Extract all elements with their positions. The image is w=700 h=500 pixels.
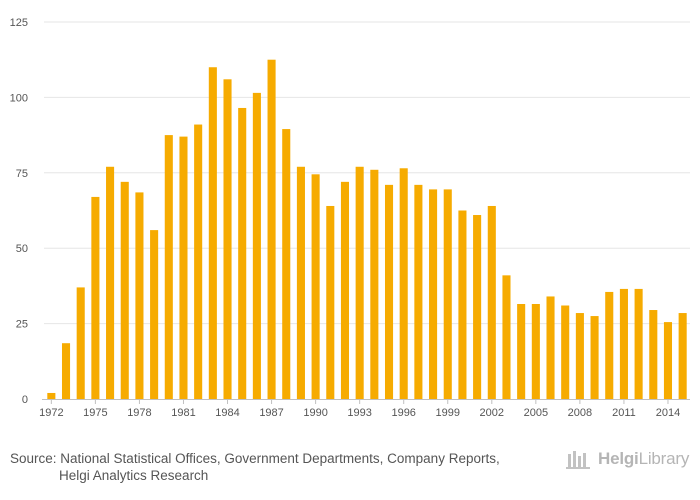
library-icon — [566, 451, 590, 469]
bar-2001 — [473, 215, 482, 399]
bar-2004 — [517, 303, 526, 399]
bar-1995 — [384, 184, 394, 399]
bar-2012 — [634, 288, 643, 399]
source-line-1: Source: National Statistical Offices, Go… — [10, 451, 500, 466]
bar-2011 — [619, 288, 628, 399]
bar-1981 — [179, 136, 188, 399]
bar-2008 — [575, 313, 584, 399]
x-tick-label-1978: 1978 — [127, 407, 151, 419]
y-tick-label-50: 50 — [16, 243, 28, 255]
x-tick-label-2011: 2011 — [612, 407, 636, 419]
x-tick-label-1987: 1987 — [259, 407, 283, 419]
bar-1994 — [370, 169, 379, 399]
x-tick-label-2014: 2014 — [656, 407, 680, 419]
bar-1976 — [106, 166, 115, 399]
bar-1974 — [76, 287, 85, 399]
helgi-library-logo: HelgiLibrary — [566, 446, 696, 472]
bar-1988 — [282, 129, 291, 399]
bar-2003 — [502, 275, 511, 399]
bar-1997 — [414, 184, 423, 399]
logo-text-bold: Helgi — [598, 449, 639, 468]
bar-1980 — [164, 135, 173, 399]
y-tick-label-100: 100 — [10, 92, 28, 104]
x-tick-label-1990: 1990 — [303, 407, 327, 419]
bar-2002 — [487, 205, 496, 399]
source-note: Source: National Statistical Offices, Go… — [10, 450, 550, 484]
bar-2009 — [590, 316, 599, 399]
y-tick-label-0: 0 — [22, 394, 28, 406]
bar-1982 — [194, 124, 203, 399]
bar-chart: 0 25 50 75 100 125 1972 1975 1978 1981 1984 1987 199… — [10, 17, 690, 419]
source-line-2: Helgi Analytics Research — [59, 468, 209, 483]
bar-1998 — [429, 189, 438, 399]
bar-1983 — [208, 67, 217, 400]
x-tick-label-2005: 2005 — [524, 407, 548, 419]
x-tick-label-2002: 2002 — [480, 407, 504, 419]
logo-text-regular: Library — [638, 449, 690, 468]
bar-2005 — [531, 303, 540, 399]
bar-1992 — [340, 181, 350, 399]
x-tick-label-1984: 1984 — [215, 407, 239, 419]
bar-1987 — [267, 59, 276, 399]
bar-1989 — [296, 166, 305, 399]
bar-1991 — [326, 205, 335, 399]
bar-2007 — [561, 305, 570, 399]
bar-2006 — [546, 296, 555, 399]
bar-1978 — [135, 192, 144, 399]
bar-1984 — [223, 79, 232, 399]
x-tick-label-1975: 1975 — [83, 407, 107, 419]
bar-1996 — [399, 168, 408, 399]
bar-2014 — [663, 322, 673, 399]
bar-1977 — [120, 181, 129, 399]
logo-text: HelgiLibrary — [598, 449, 689, 469]
bar-1993 — [355, 166, 364, 399]
bar-1973 — [61, 343, 71, 399]
bar-1990 — [311, 174, 320, 399]
bar-1975 — [91, 196, 100, 399]
x-tick-label-1981: 1981 — [171, 407, 195, 419]
bar-1999 — [443, 189, 452, 399]
y-tick-label-75: 75 — [16, 168, 28, 180]
bar-1985 — [238, 107, 247, 400]
bar-2015 — [678, 313, 687, 399]
bar-1979 — [150, 230, 159, 399]
bar-2000 — [458, 210, 467, 399]
chart: 0 25 50 75 100 125 1972 1975 1978 1981 1984 1987 199… — [10, 17, 690, 419]
x-tick-label-2008: 2008 — [568, 407, 592, 419]
y-tick-label-25: 25 — [16, 319, 28, 331]
x-tick-label-1972: 1972 — [39, 407, 63, 419]
x-tick-label-1999: 1999 — [436, 407, 460, 419]
bar-1986 — [252, 92, 261, 399]
bar-2010 — [605, 291, 614, 399]
bar-2013 — [649, 310, 658, 399]
x-tick-label-1996: 1996 — [391, 407, 415, 419]
y-tick-label-125: 125 — [10, 17, 28, 29]
bar-1972 — [47, 392, 56, 399]
x-tick-label-1993: 1993 — [347, 407, 371, 419]
